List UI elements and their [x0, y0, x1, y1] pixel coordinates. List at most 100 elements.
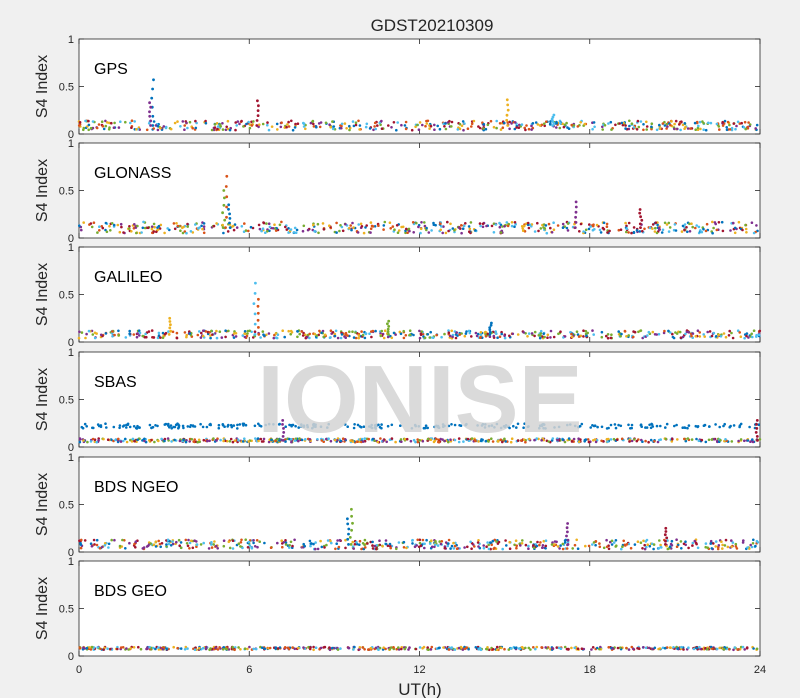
data-point: [710, 438, 714, 441]
data-point: [163, 423, 167, 426]
data-point: [695, 224, 698, 227]
data-point: [234, 332, 238, 335]
data-point: [715, 647, 719, 651]
data-point: [264, 423, 268, 427]
data-point: [427, 231, 431, 234]
data-point: [103, 542, 107, 545]
data-point: [424, 124, 427, 128]
data-point: [226, 230, 230, 233]
data-point: [334, 329, 338, 333]
data-point: [468, 331, 472, 335]
data-point: [335, 439, 339, 442]
y-tick-label: 0: [68, 129, 74, 141]
data-point: [357, 119, 360, 123]
data-point: [658, 647, 662, 650]
data-point: [483, 426, 487, 429]
data-point: [122, 231, 125, 234]
data-point: [661, 122, 665, 125]
data-point: [556, 224, 560, 227]
data-point: [617, 423, 620, 427]
data-point: [648, 226, 652, 230]
data-point: [386, 327, 390, 331]
data-point: [394, 440, 397, 444]
data-point: [741, 541, 745, 544]
data-point: [103, 544, 107, 547]
data-point: [363, 538, 367, 542]
data-point: [566, 229, 570, 232]
data-point: [214, 646, 217, 650]
data-point: [546, 333, 550, 337]
data-point: [295, 228, 299, 232]
data-point: [351, 221, 354, 225]
data-point: [538, 124, 542, 127]
data-point: [125, 426, 128, 429]
data-point: [149, 105, 153, 109]
data-point: [189, 424, 193, 427]
data-point: [227, 203, 231, 207]
data-point: [739, 645, 743, 649]
data-point: [403, 437, 407, 441]
data-point: [109, 647, 112, 651]
data-point: [429, 648, 433, 651]
data-point: [506, 121, 510, 124]
data-point: [521, 539, 524, 542]
data-point: [312, 223, 315, 227]
data-point: [102, 127, 106, 131]
data-point: [630, 231, 633, 235]
data-point: [361, 542, 365, 545]
data-point: [688, 230, 692, 233]
data-point: [155, 230, 158, 234]
data-point: [745, 646, 749, 650]
data-point: [621, 123, 625, 127]
plot-area: [78, 142, 761, 239]
data-point: [755, 335, 758, 338]
data-point: [411, 221, 415, 224]
data-point: [304, 127, 307, 131]
data-point: [165, 647, 168, 651]
data-point: [170, 427, 173, 430]
data-point: [350, 514, 353, 518]
data-point: [428, 542, 432, 545]
data-point: [124, 437, 127, 441]
data-point: [321, 329, 325, 333]
data-point: [592, 541, 596, 544]
data-point: [314, 547, 317, 551]
data-point: [273, 223, 276, 226]
data-point: [702, 424, 706, 428]
data-point: [370, 426, 374, 430]
data-point: [448, 119, 451, 123]
data-point: [175, 336, 179, 340]
data-point: [143, 439, 146, 443]
data-point: [418, 336, 422, 340]
data-point: [400, 647, 403, 651]
data-point: [356, 231, 360, 234]
data-point: [593, 125, 596, 129]
data-point: [650, 422, 653, 426]
data-point: [188, 120, 192, 124]
data-point: [243, 335, 247, 339]
data-point: [207, 547, 211, 550]
data-point: [256, 109, 260, 112]
data-point: [149, 124, 153, 127]
data-point: [278, 422, 282, 426]
data-point: [172, 645, 175, 649]
data-point: [291, 128, 295, 132]
data-point: [600, 335, 604, 339]
data-point: [669, 646, 672, 649]
data-point: [345, 127, 348, 130]
data-point: [303, 544, 307, 548]
data-point: [704, 440, 708, 444]
data-point: [522, 331, 525, 334]
data-point: [667, 230, 671, 233]
data-point: [724, 438, 727, 441]
data-point: [344, 222, 347, 226]
data-point: [730, 126, 734, 130]
data-point: [591, 646, 595, 649]
data-point: [539, 329, 543, 333]
data-point: [288, 544, 292, 547]
data-point: [426, 333, 430, 336]
data-point: [156, 124, 160, 128]
data-point: [389, 546, 393, 550]
